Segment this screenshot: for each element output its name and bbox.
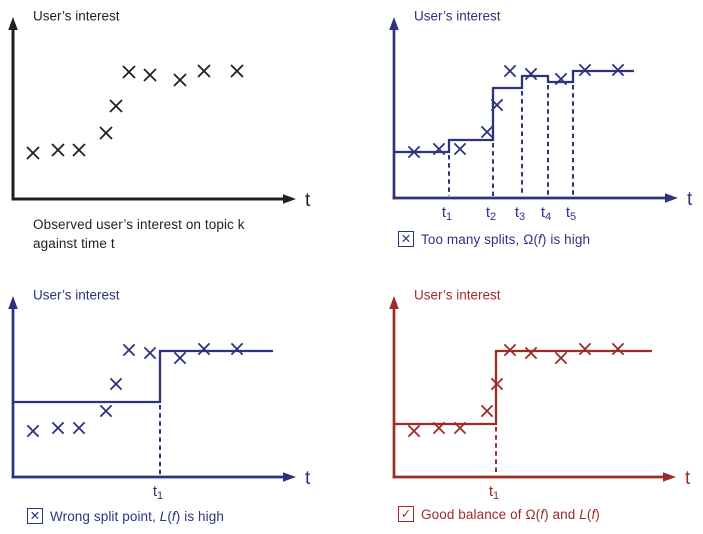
data-point-x-mark bbox=[611, 342, 625, 356]
x-box-icon: ✕ bbox=[398, 231, 414, 247]
split-label-t1: t1 bbox=[442, 204, 452, 223]
data-point-x-mark bbox=[480, 125, 494, 139]
data-point-x-mark bbox=[578, 342, 592, 356]
data-point-x-mark bbox=[554, 72, 568, 86]
x-axis-label: t bbox=[305, 468, 311, 489]
x-axis-arrowhead-icon bbox=[283, 472, 296, 482]
x-box-icon: ✕ bbox=[27, 508, 43, 524]
data-point-x-mark bbox=[109, 99, 123, 113]
data-point-x-mark bbox=[51, 421, 65, 435]
data-point-x-mark bbox=[109, 377, 123, 391]
fit-step-line bbox=[394, 69, 634, 154]
data-point-x-mark bbox=[554, 351, 568, 365]
data-point-x-mark bbox=[72, 143, 86, 157]
fit-step-line bbox=[13, 349, 273, 404]
data-point-x-mark bbox=[524, 346, 538, 360]
caption-text: Wrong split point, L(f) is high bbox=[50, 508, 224, 524]
y-axis-label: User’s interest bbox=[33, 9, 120, 24]
data-point-x-mark bbox=[453, 421, 467, 435]
data-point-x-mark bbox=[524, 67, 538, 81]
data-point-x-mark bbox=[407, 424, 421, 438]
data-point-x-mark bbox=[197, 342, 211, 356]
data-point-x-mark bbox=[26, 424, 40, 438]
x-axis-arrowhead-icon bbox=[663, 472, 676, 482]
split-label-t2: t2 bbox=[486, 204, 496, 223]
data-point-x-mark bbox=[230, 342, 244, 356]
data-point-x-mark bbox=[143, 68, 157, 82]
data-point-x-mark bbox=[230, 64, 244, 78]
data-point-x-mark bbox=[432, 142, 446, 156]
data-point-x-mark bbox=[453, 142, 467, 156]
split-label-t1: t1 bbox=[489, 483, 499, 502]
caption-text: Good balance of Ω(f) and L(f) bbox=[421, 506, 600, 522]
y-axis-arrowhead-icon bbox=[8, 296, 18, 309]
data-point-x-mark bbox=[480, 404, 494, 418]
caption-too-many-splits: ✕ Too many splits, Ω(f) is high bbox=[398, 231, 590, 247]
x-axis-arrowhead-icon bbox=[283, 194, 296, 204]
panel-wrong-split-point: User’s interest t t1 bbox=[8, 288, 311, 502]
data-point-x-mark bbox=[407, 145, 421, 159]
data-point-x-mark bbox=[503, 343, 517, 357]
data-point-x-mark bbox=[143, 346, 157, 360]
y-axis-arrowhead-icon bbox=[8, 17, 18, 30]
y-axis-label: User’s interest bbox=[33, 288, 120, 303]
data-point-x-mark bbox=[173, 351, 187, 365]
caption-line: Observed user’s interest on topic k bbox=[33, 217, 245, 232]
caption-wrong-split-point: ✕ Wrong split point, L(f) is high bbox=[27, 508, 224, 524]
y-axis-arrowhead-icon bbox=[389, 296, 399, 309]
data-point-x-mark bbox=[99, 126, 113, 140]
split-label-t3: t3 bbox=[515, 204, 525, 223]
split-label-t1: t1 bbox=[153, 483, 163, 502]
x-axis-label: t bbox=[687, 189, 693, 210]
caption-line: against time t bbox=[33, 236, 115, 251]
data-point-x-mark bbox=[503, 64, 517, 78]
caption-text: Too many splits, Ω(f) is high bbox=[421, 231, 591, 247]
y-axis-label: User’s interest bbox=[414, 9, 501, 24]
x-axis-label: t bbox=[305, 190, 311, 211]
panel-good-balance: User’s interest t t1 bbox=[389, 288, 691, 502]
data-point-x-mark bbox=[26, 146, 40, 160]
data-point-x-mark bbox=[490, 377, 504, 391]
data-point-x-mark bbox=[72, 421, 86, 435]
data-point-x-mark bbox=[99, 404, 113, 418]
fit-step-line bbox=[394, 349, 652, 426]
x-axis-arrowhead-icon bbox=[665, 193, 678, 203]
caption-good-balance: ✓ Good balance of Ω(f) and L(f) bbox=[398, 506, 600, 522]
check-box-icon: ✓ bbox=[398, 506, 414, 522]
data-point-x-mark bbox=[122, 65, 136, 79]
data-point-x-mark bbox=[51, 143, 65, 157]
y-axis-label: User’s interest bbox=[414, 288, 501, 303]
x-axis-label: t bbox=[685, 468, 691, 489]
panel-observed: User’s interest t bbox=[8, 9, 311, 211]
split-label-t4: t4 bbox=[541, 204, 551, 223]
data-point-x-mark bbox=[122, 343, 136, 357]
data-point-x-mark bbox=[173, 73, 187, 87]
data-point-x-mark bbox=[197, 64, 211, 78]
caption-observed: Observed user’s interest on topic k again… bbox=[33, 215, 245, 253]
panel-too-many-splits: User’s interest t t1 t2 t3 t4 t5 bbox=[389, 9, 693, 223]
split-label-t5: t5 bbox=[566, 204, 576, 223]
data-point-x-mark bbox=[578, 63, 592, 77]
y-axis-arrowhead-icon bbox=[389, 17, 399, 30]
data-point-x-mark bbox=[490, 98, 504, 112]
data-point-x-mark bbox=[611, 63, 625, 77]
data-point-x-mark bbox=[432, 421, 446, 435]
